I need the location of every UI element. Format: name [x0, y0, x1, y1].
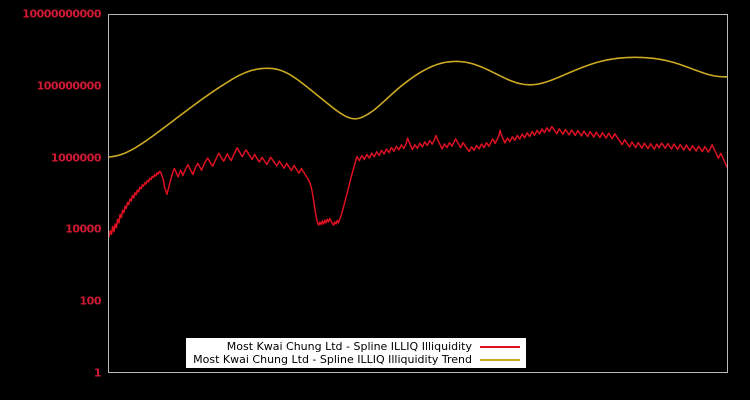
legend-item-series: Most Kwai Chung Ltd - Spline ILLIQ Illiq…	[186, 340, 526, 353]
legend-label-trend: Most Kwai Chung Ltd - Spline ILLIQ Illiq…	[193, 353, 472, 366]
plot-svg	[109, 56, 727, 238]
y-tick-label: 10000	[65, 222, 101, 236]
legend-swatch-series-icon	[480, 345, 520, 348]
legend-label-series: Most Kwai Chung Ltd - Spline ILLIQ Illiq…	[226, 340, 472, 353]
y-tick-label: 100	[79, 294, 102, 308]
y-tick-label: 1000000	[50, 151, 102, 165]
legend: Most Kwai Chung Ltd - Spline ILLIQ Illiq…	[186, 338, 526, 368]
legend-swatch-trend-icon	[480, 358, 520, 361]
y-tick-label: 100000000	[36, 79, 102, 93]
illiquidity-line	[109, 125, 727, 238]
series-layer	[109, 56, 727, 238]
y-tick-label: 10000000000	[22, 7, 101, 21]
plot-area	[108, 14, 728, 373]
legend-item-trend: Most Kwai Chung Ltd - Spline ILLIQ Illiq…	[186, 353, 526, 366]
y-axis-tick-labels: 10000000000 100000000 1000000 10000 100 1	[0, 0, 101, 400]
trend-line	[109, 56, 727, 158]
y-tick-label: 1	[93, 366, 102, 380]
